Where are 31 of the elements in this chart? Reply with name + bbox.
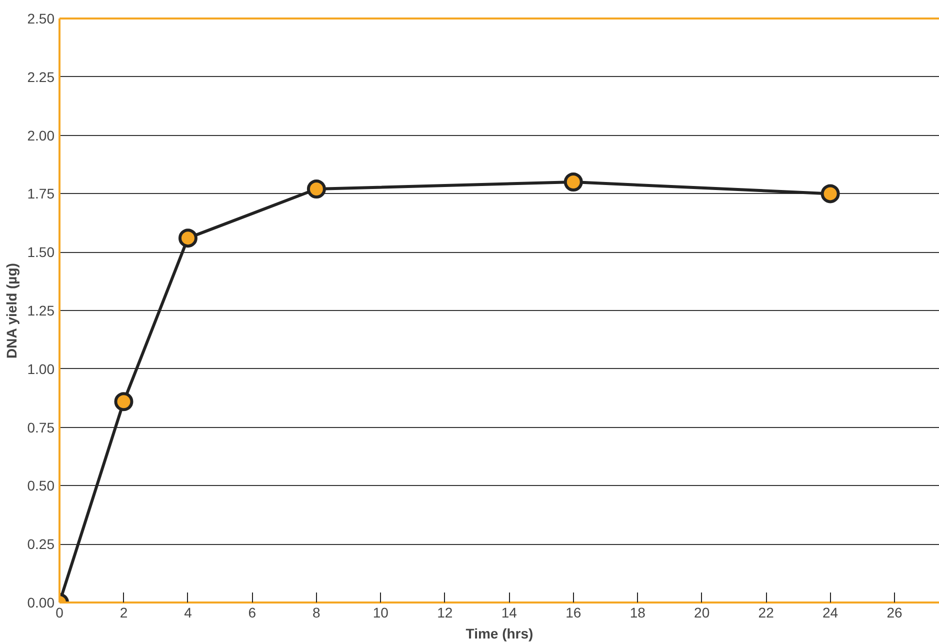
y-tick-label: 1.75 — [27, 186, 55, 202]
x-tick-label: 16 — [566, 604, 582, 620]
x-tick-label: 10 — [372, 604, 389, 620]
y-tick-label: 2.00 — [27, 127, 55, 144]
x-tick-label: 22 — [758, 604, 774, 620]
x-tick-label: 18 — [630, 604, 646, 620]
x-tick-label: 20 — [694, 604, 710, 620]
x-tick-label: 6 — [248, 604, 256, 620]
x-tick-label: 12 — [437, 604, 453, 620]
y-tick-label: 1.25 — [27, 302, 55, 318]
y-tick-label: 0.50 — [27, 478, 55, 494]
y-tick-label: 2.50 — [27, 10, 55, 26]
point — [820, 184, 840, 204]
x-tick-label: 0 — [56, 604, 64, 620]
point — [564, 172, 583, 192]
x-tick-label: 8 — [312, 604, 321, 620]
y-tick-label: 1.00 — [27, 360, 55, 377]
y-tick-label: 2.25 — [27, 68, 55, 85]
x-axis-title: Time (hrs) — [466, 626, 534, 642]
y-tick-label: 0.00 — [27, 594, 55, 610]
y-tick-label: 1.50 — [27, 244, 55, 260]
x-tick-label: 2 — [120, 604, 128, 620]
x-tick-label: 4 — [184, 604, 192, 620]
y-tick-label: 0.75 — [27, 419, 55, 436]
point — [178, 228, 198, 248]
y-tick-label: 0.25 — [27, 536, 55, 552]
x-tick-label: 14 — [501, 604, 518, 620]
x-tick-label: 26 — [886, 604, 903, 620]
x-tick-label: 24 — [822, 604, 838, 620]
point — [306, 180, 326, 199]
y-axis-title: DNA yield (µg) — [3, 263, 20, 358]
